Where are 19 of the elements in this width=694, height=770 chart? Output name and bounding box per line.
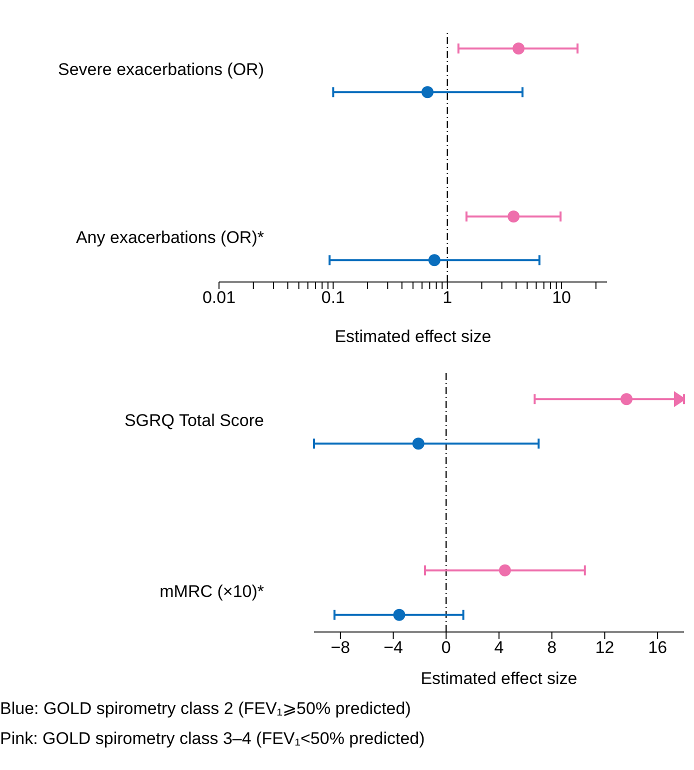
x-tick-label: 12 [595, 638, 614, 658]
x-tick-label: 4 [494, 638, 504, 658]
x-tick-label: 0.1 [321, 288, 346, 308]
text: Pink: GOLD spirometry class 3–4 (FEV₁<50% predicted) [0, 728, 425, 750]
x-tick-label: 1 [442, 288, 452, 308]
x-tick-label: −4 [384, 638, 403, 658]
x-tick-label: 8 [547, 638, 557, 658]
y-tick-label: SGRQ Total Score [124, 410, 264, 430]
x-tick-label: −8 [330, 638, 350, 658]
x-tick-label: 0 [441, 638, 451, 658]
x-tick-label: 10 [552, 288, 572, 308]
x-tick-label: 16 [648, 638, 668, 658]
y-tick-label: Severe exacerbations (OR) [58, 60, 264, 79]
x-axis-title: Estimated effect size [334, 327, 492, 346]
text: Blue: GOLD spirometry class 2 (FEV₁⩾50% predicted) [0, 698, 412, 720]
y-tick-label: Any exacerbations (OR)* [76, 228, 264, 247]
y-tick-label: mMRC (×10)* [160, 582, 264, 602]
x-axis-title: Estimated effect size [420, 669, 578, 688]
x-tick-label: 0.01 [202, 288, 236, 308]
